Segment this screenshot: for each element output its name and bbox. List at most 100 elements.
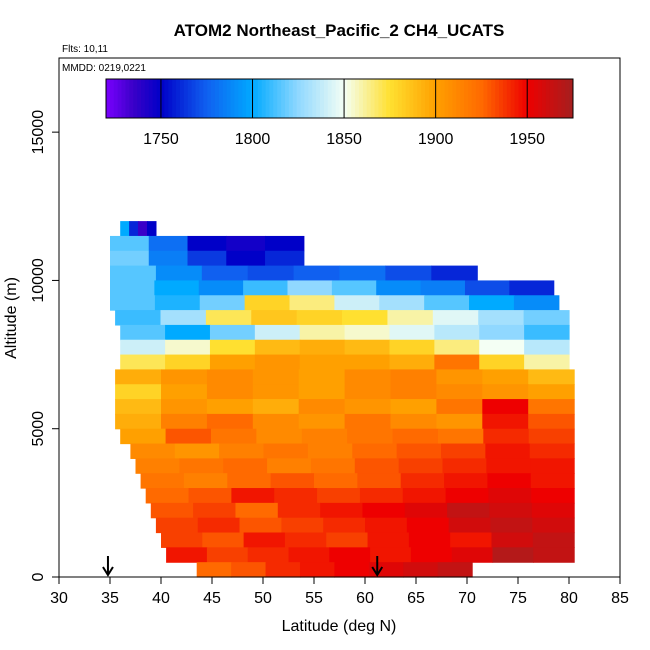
colorbar-segment [195, 79, 200, 118]
colorbar-segment [133, 79, 138, 118]
heatmap-cell [201, 265, 249, 282]
heatmap-cell [120, 221, 130, 237]
colorbar-segment [479, 79, 484, 118]
heatmap-cell [202, 532, 245, 548]
colorbar-segment [374, 79, 379, 118]
colorbar-segment [234, 79, 239, 118]
colorbar-segment [432, 79, 438, 118]
y-tick-label: 0 [30, 572, 47, 581]
x-tick-label: 75 [509, 590, 527, 607]
heatmap-cell [287, 280, 333, 296]
heatmap-cell [379, 295, 425, 311]
heatmap-cell [334, 562, 370, 578]
heatmap-cell [523, 310, 570, 326]
heatmap-cell [155, 517, 199, 534]
x-axis-label: Latitude (deg N) [282, 618, 397, 635]
colorbar-segment [277, 79, 282, 118]
y-axis: 0 5000 10000 15000 [30, 58, 60, 581]
colorbar-segment [514, 79, 520, 118]
colorbar-segment [300, 79, 305, 118]
colorbar-segment [269, 79, 274, 118]
colorbar-segment [176, 79, 181, 118]
heatmap-cell [342, 310, 389, 326]
heatmap-cell [165, 339, 211, 356]
colorbar-segment [327, 79, 333, 118]
x-tick-label: 30 [50, 590, 68, 607]
heatmap-cell [436, 369, 483, 385]
colorbar-segment [312, 79, 317, 118]
heatmap-cell [165, 428, 212, 445]
colorbar-segment [425, 79, 430, 118]
heatmap-cell [528, 413, 575, 430]
colorbar-segment [545, 79, 551, 118]
colorbar-segment [530, 79, 535, 118]
flight-arrow-icon [102, 556, 114, 577]
colorbar-segment [495, 79, 500, 118]
heatmap-cell [115, 369, 162, 385]
heatmap-cell [390, 399, 437, 415]
heatmap-cell [334, 295, 380, 311]
heatmap-cell [531, 502, 575, 519]
colorbar-segment [168, 79, 173, 118]
heatmap-cell [444, 473, 488, 489]
colorbar-segment [308, 79, 313, 118]
colorbar-segment [475, 79, 481, 118]
heatmap-cell [509, 280, 555, 296]
heatmap-cell [528, 384, 575, 400]
heatmap-cell [420, 280, 466, 296]
x-tick-label: 55 [305, 590, 323, 607]
heatmap-cell [376, 280, 422, 296]
heatmap-cell [165, 324, 211, 341]
heatmap-cell [528, 369, 575, 385]
colorbar-segment [144, 79, 150, 118]
heatmap-cell [529, 443, 575, 459]
heatmap-cell [155, 265, 203, 282]
heatmap-cell [469, 295, 515, 311]
heatmap-cell [179, 458, 224, 474]
heatmap-cell [299, 339, 346, 356]
chart-title: ATOM2 Northeast_Pacific_2 CH4_UCATS [174, 21, 505, 40]
colorbar-segment [467, 79, 473, 118]
colorbar-segment [417, 79, 422, 118]
colorbar-segment [156, 79, 161, 118]
heatmap-cell [296, 310, 343, 326]
heatmap-cell [301, 428, 348, 445]
colorbar-segment [569, 79, 574, 118]
heatmap-cell [154, 280, 200, 296]
heatmap-cell [115, 413, 162, 430]
colorbar-segment [203, 79, 208, 118]
heatmap-cell [231, 488, 275, 504]
flights-label: Flts: 10,11 [62, 44, 108, 55]
colorbar-segment [292, 79, 298, 118]
heatmap-cell [188, 488, 232, 504]
colorbar-segment [386, 79, 391, 118]
colorbar-segment [526, 79, 531, 118]
heatmap-cell [389, 354, 435, 370]
heatmap-cell [251, 310, 298, 326]
colorbar-segment [440, 79, 446, 118]
heatmap-cell [528, 428, 575, 445]
heatmap-cell [196, 562, 232, 578]
heatmap-cell [533, 547, 575, 563]
heatmap-cell [344, 399, 392, 415]
heatmap-cell [347, 428, 394, 445]
heatmap-cell [206, 399, 254, 415]
heatmap-cell [528, 399, 575, 415]
colorbar-segment [323, 79, 329, 118]
heatmap-cell [406, 517, 450, 534]
colorbar-segment [347, 79, 352, 118]
heatmap-cell [210, 428, 257, 445]
heatmap-cell [227, 473, 272, 489]
heatmap-cell [110, 280, 155, 296]
colorbar-segment [331, 79, 337, 118]
heatmap-cell [206, 413, 254, 430]
heatmap-cell [298, 384, 346, 400]
flight-markers [102, 556, 384, 577]
colorbar-segment [464, 79, 469, 118]
colorbar-segment [366, 79, 372, 118]
heatmap-cell [432, 310, 479, 326]
colorbar-tick-label: 1950 [509, 131, 545, 148]
colorbar-tick-label: 1800 [235, 131, 271, 148]
heatmap-cell [120, 339, 166, 356]
heatmap-cell [524, 324, 570, 341]
